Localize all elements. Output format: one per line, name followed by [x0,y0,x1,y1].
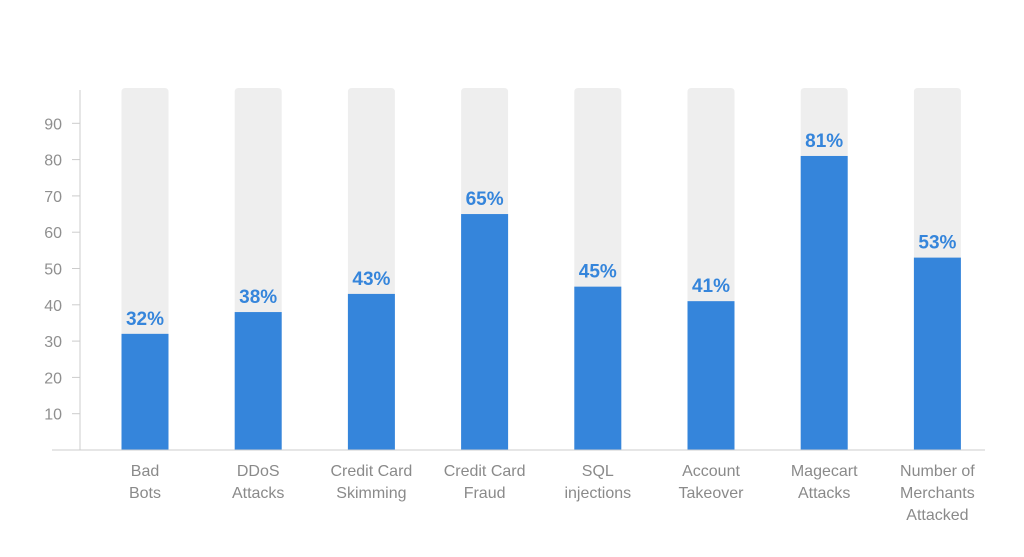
category-label-line: Account [682,463,740,480]
bar [687,301,735,450]
y-tick-label: 80 [44,153,62,170]
data-labels: 32% 38% 43% 65% 45% 41% 81% 53% [126,131,957,330]
y-tick-label: 90 [44,116,62,133]
y-axis-ticks: 10 20 30 40 50 60 70 80 90 [44,116,80,424]
category-label-line: Takeover [679,485,745,502]
category-label: Number of Merchants Attacked [900,463,975,524]
category-label-line: SQL [582,463,614,480]
data-label: 32% [126,309,164,330]
data-label: 53% [918,233,956,254]
category-label: Credit Card Fraud [444,463,526,502]
category-label-line: Attacked [906,507,968,524]
bar [347,293,395,450]
y-tick-label: 70 [44,189,62,206]
category-label: DDoS Attacks [232,463,284,502]
bar [574,286,622,450]
bar [234,312,282,450]
category-label-line: DDoS [237,463,280,480]
y-tick-label: 20 [44,370,62,387]
data-label: 45% [579,262,617,283]
bar [121,333,169,450]
category-label-line: Credit Card [444,463,526,480]
bar [461,214,509,450]
bar [800,155,848,450]
category-label-line: Credit Card [330,463,412,480]
category-label-line: Attacks [232,485,284,502]
category-label-line: Bots [129,485,161,502]
y-tick-label: 10 [44,407,62,424]
y-tick-label: 50 [44,262,62,279]
y-tick-label: 30 [44,334,62,351]
category-label: Magecart Attacks [791,463,858,502]
category-label-line: Skimming [336,485,406,502]
category-label-line: Fraud [464,485,506,502]
bars [121,155,961,450]
bar [913,257,961,450]
data-label: 43% [352,269,390,290]
axes [52,90,985,451]
y-tick-label: 60 [44,225,62,242]
category-label-line: injections [564,485,631,502]
data-label: 41% [692,276,730,297]
data-label: 38% [239,287,277,308]
data-label: 81% [805,131,843,152]
category-label: Credit Card Skimming [330,463,412,502]
data-label: 65% [466,189,504,210]
y-tick-label: 40 [44,298,62,315]
category-label-line: Bad [131,463,159,480]
category-label-line: Merchants [900,485,975,502]
category-label-line: Magecart [791,463,858,480]
category-label: Bad Bots [129,463,161,502]
category-label-line: Attacks [798,485,850,502]
category-label: SQL injections [564,463,631,502]
category-label: Account Takeover [679,463,745,502]
category-label-line: Number of [900,463,975,480]
